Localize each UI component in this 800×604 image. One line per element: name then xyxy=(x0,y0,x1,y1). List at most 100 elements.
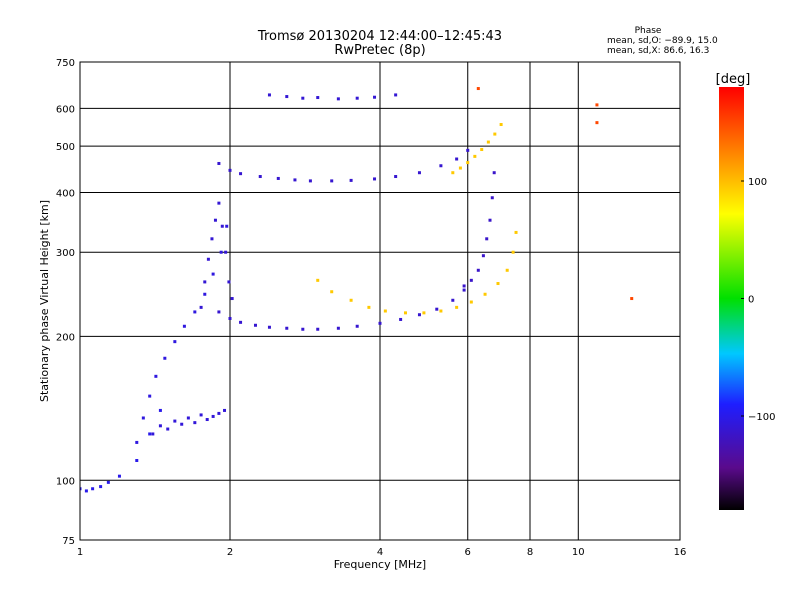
echo-point-X xyxy=(316,278,320,282)
x-tick-label: 8 xyxy=(527,547,533,558)
echo-point-O xyxy=(285,326,289,330)
echo-point-O xyxy=(84,489,88,493)
echo-point-O xyxy=(223,408,227,412)
echo-point-O xyxy=(228,168,232,172)
echo-point-O xyxy=(355,96,359,100)
echo-point-X xyxy=(367,305,371,309)
echo-point-X xyxy=(496,282,500,286)
echo-point-O xyxy=(373,177,377,181)
echo-point-O xyxy=(316,96,320,100)
y-tick-label: 400 xyxy=(56,188,75,199)
echo-point-O xyxy=(492,171,496,175)
echo-point-O xyxy=(217,411,221,415)
echo-point-X xyxy=(486,140,490,144)
x-tick-label: 16 xyxy=(674,547,687,558)
echo-point-X xyxy=(480,148,484,152)
echo-point-O xyxy=(285,95,289,99)
echo-point-X xyxy=(455,305,459,309)
echo-point-O xyxy=(253,323,257,327)
y-tick-label: 600 xyxy=(56,104,75,115)
echo-point-X xyxy=(330,290,334,294)
echo-point-O xyxy=(99,485,103,489)
echo-point-O xyxy=(217,201,221,205)
colorbar-tick-label: 0 xyxy=(748,295,754,306)
x-axis-label: Frequency [MHz] xyxy=(334,558,426,571)
echo-point-O xyxy=(135,458,139,462)
y-tick-label: 100 xyxy=(56,476,75,487)
echo-point-O xyxy=(258,175,262,179)
echo-point-X xyxy=(493,132,497,136)
echo-point-X xyxy=(439,309,443,313)
echo-point-O xyxy=(301,96,305,100)
echo-point-O xyxy=(225,224,229,228)
x-tick-label: 4 xyxy=(377,547,383,558)
echo-point-O xyxy=(180,422,184,426)
x-tick-label: 6 xyxy=(465,547,471,558)
echo-point-O xyxy=(205,418,209,422)
echo-point-X xyxy=(595,121,599,125)
y-tick-label: 300 xyxy=(56,248,75,259)
x-tick-label: 2 xyxy=(227,547,233,558)
echo-point-X xyxy=(473,154,477,158)
echo-point-X xyxy=(476,87,480,91)
echo-point-O xyxy=(485,237,489,241)
echo-point-O xyxy=(186,416,190,420)
echo-point-O xyxy=(219,250,223,254)
colorbar-tick-label: −100 xyxy=(748,412,775,423)
echo-point-O xyxy=(199,413,203,417)
echo-point-O xyxy=(210,237,214,241)
echo-point-O xyxy=(173,419,177,423)
echo-point-O xyxy=(378,321,382,325)
echo-point-O xyxy=(488,218,492,222)
echo-point-O xyxy=(203,280,207,284)
echo-point-O xyxy=(217,161,221,165)
echo-point-O xyxy=(228,316,232,320)
x-tick-label: 1 xyxy=(77,547,83,558)
colorbar-tick-label: 100 xyxy=(748,177,767,188)
echo-point-O xyxy=(163,356,167,360)
echo-point-O xyxy=(308,179,312,183)
echo-point-O xyxy=(336,326,340,330)
echo-point-O xyxy=(193,310,197,314)
echo-points xyxy=(80,87,634,493)
echo-point-O xyxy=(91,487,95,491)
echo-point-O xyxy=(336,97,340,101)
echo-point-O xyxy=(439,164,443,168)
echo-point-O xyxy=(239,320,243,324)
echo-point-O xyxy=(227,280,231,284)
grid-lines xyxy=(80,62,680,540)
echo-point-X xyxy=(403,311,407,315)
echo-point-O xyxy=(267,93,271,97)
echo-point-O xyxy=(399,317,403,321)
echo-point-O xyxy=(151,432,155,436)
chart-subtitle: RwPretec (8p) xyxy=(334,43,425,58)
echo-point-O xyxy=(355,324,359,328)
echo-point-O xyxy=(466,148,470,152)
echo-point-O xyxy=(451,298,455,302)
phase-box-title: Phase xyxy=(635,26,662,36)
echo-point-O xyxy=(135,440,139,444)
echo-point-O xyxy=(193,421,197,425)
echo-point-O xyxy=(211,414,215,418)
echo-point-O xyxy=(141,416,145,420)
echo-point-X xyxy=(511,250,515,254)
echo-point-O xyxy=(349,178,353,182)
y-axis-label: Stationary phase Virtual Height [km] xyxy=(38,200,51,402)
echo-point-O xyxy=(276,176,280,180)
colorbar-label: [deg] xyxy=(716,72,751,87)
echo-point-O xyxy=(217,310,221,314)
echo-point-O xyxy=(394,93,398,97)
echo-point-X xyxy=(630,297,634,301)
echo-point-X xyxy=(514,230,518,234)
echo-point-O xyxy=(173,340,177,344)
echo-point-O xyxy=(158,424,162,428)
echo-point-O xyxy=(224,250,228,254)
echo-point-O xyxy=(117,474,121,478)
echo-point-O xyxy=(154,374,158,378)
echo-point-O xyxy=(182,324,186,328)
echo-point-O xyxy=(316,327,320,331)
echo-point-O xyxy=(220,224,224,228)
echo-point-O xyxy=(158,408,162,412)
echo-point-O xyxy=(106,480,110,484)
